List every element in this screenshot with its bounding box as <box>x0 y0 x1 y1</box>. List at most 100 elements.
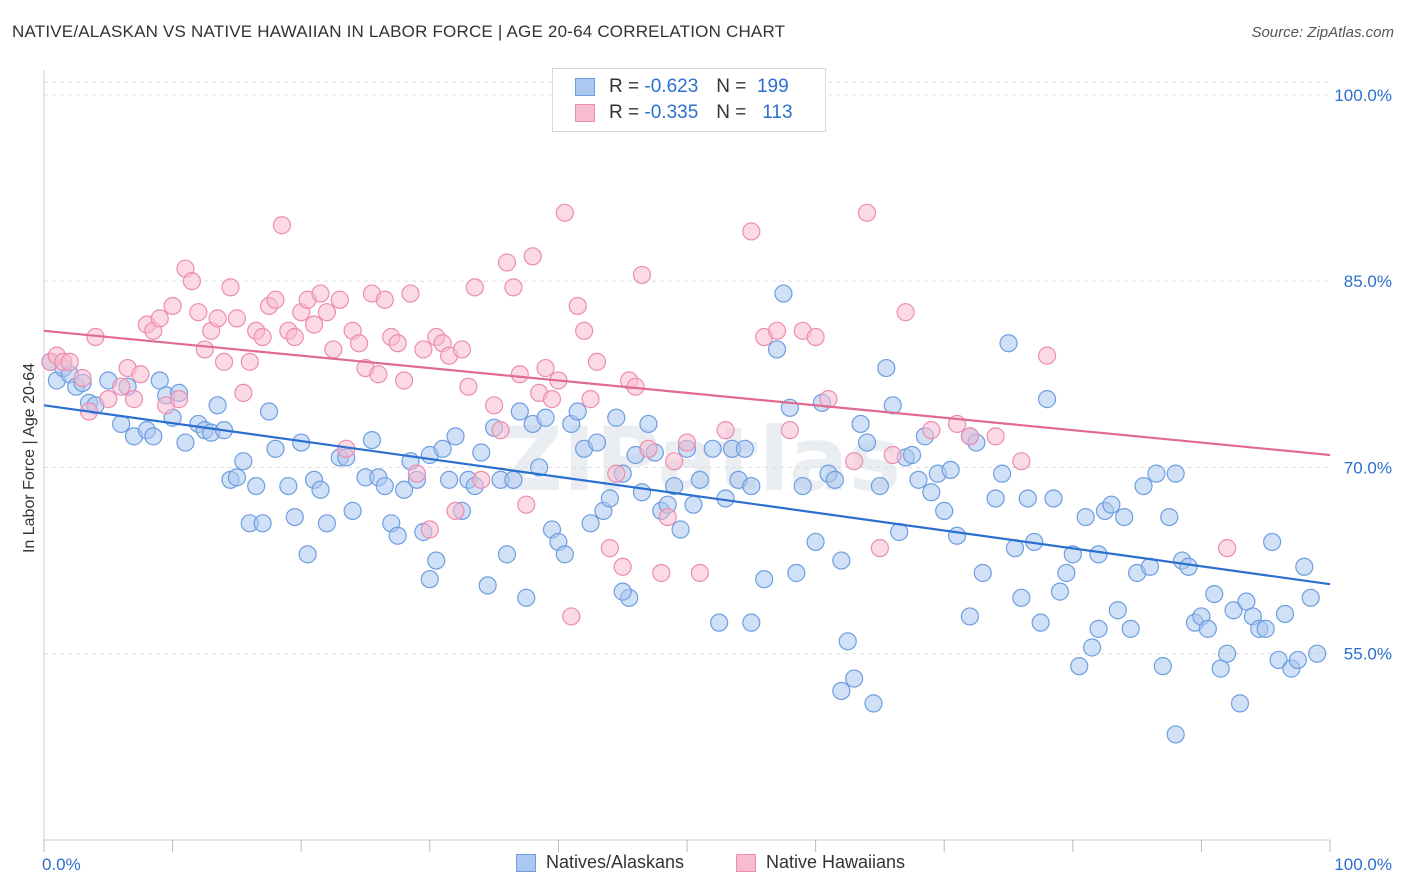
data-point <box>497 545 517 564</box>
data-point <box>124 390 144 409</box>
data-point <box>639 439 658 458</box>
data-point <box>1057 563 1076 583</box>
data-point <box>279 476 298 496</box>
data-point <box>1108 601 1127 620</box>
data-point <box>446 501 465 520</box>
data-point <box>787 563 806 583</box>
data-point <box>1076 507 1095 527</box>
data-point <box>1044 489 1063 508</box>
data-point <box>472 443 491 462</box>
data-point <box>247 476 266 496</box>
data-point <box>427 551 446 570</box>
data-point <box>1082 638 1102 657</box>
data-point <box>935 501 954 520</box>
data-point <box>491 421 510 440</box>
data-point <box>780 421 799 440</box>
data-point <box>632 483 652 502</box>
data-point <box>182 272 201 291</box>
data-point <box>960 607 980 626</box>
legend-item-native-hawaiians[interactable]: Native Hawaiians <box>736 852 905 873</box>
data-point <box>581 514 600 533</box>
data-point <box>394 371 414 390</box>
data-point <box>806 532 825 552</box>
data-point <box>716 421 735 440</box>
data-point <box>613 582 632 601</box>
data-point <box>600 489 619 508</box>
data-point <box>575 321 594 340</box>
data-point <box>632 265 652 285</box>
correlation-legend: R = -0.623 N = 199 R = -0.335 N = 113 <box>552 68 826 132</box>
data-point <box>845 452 864 471</box>
data-point <box>259 402 279 421</box>
data-point <box>684 495 703 514</box>
data-point <box>555 545 574 564</box>
data-point <box>690 470 709 489</box>
data-point <box>504 470 523 489</box>
data-point <box>870 476 890 496</box>
data-point <box>960 427 980 446</box>
data-point <box>369 365 388 384</box>
data-point <box>459 377 478 396</box>
legend-row-blue: R = -0.623 N = 199 <box>575 75 789 99</box>
data-point <box>1218 644 1237 663</box>
data-point <box>317 303 337 322</box>
data-point <box>221 278 240 297</box>
data-point <box>742 222 761 241</box>
r-value: -0.623 <box>644 76 699 97</box>
data-point <box>1160 507 1179 527</box>
data-point <box>1288 650 1307 670</box>
data-point <box>864 694 883 713</box>
data-point <box>73 368 92 388</box>
data-point <box>1121 619 1140 638</box>
data-point <box>825 470 844 489</box>
data-point <box>266 290 285 309</box>
data-point <box>838 632 857 651</box>
trend-line <box>43 404 1331 586</box>
n-label: N = <box>716 102 747 123</box>
data-point <box>1230 694 1250 713</box>
data-point <box>1050 582 1070 601</box>
data-point <box>922 483 941 502</box>
r-label: R = <box>609 102 640 123</box>
data-point <box>163 296 182 316</box>
data-point <box>311 284 330 303</box>
y-tick-label: 100.0% <box>1334 86 1392 105</box>
y-tick-label: 55.0% <box>1344 645 1392 664</box>
data-point <box>485 396 504 415</box>
data-point <box>587 433 607 452</box>
data-point <box>1205 584 1224 604</box>
data-point <box>1102 495 1121 514</box>
data-point <box>1179 557 1198 576</box>
data-point <box>253 514 272 533</box>
data-point <box>1018 489 1037 508</box>
data-point <box>742 476 761 496</box>
data-point <box>1031 613 1050 632</box>
data-point <box>536 408 555 427</box>
data-point <box>530 458 549 477</box>
data-point <box>742 613 761 632</box>
legend-item-natives-alaskans[interactable]: Natives/Alaskans <box>516 852 684 873</box>
data-point <box>857 433 877 452</box>
data-point <box>1263 532 1282 552</box>
data-point <box>1256 619 1275 638</box>
r-label: R = <box>609 76 640 97</box>
data-point <box>311 480 330 499</box>
legend-swatch-blue <box>516 853 536 872</box>
x-tick-label: 0.0% <box>42 855 81 874</box>
data-point <box>401 284 420 303</box>
data-point <box>767 340 787 359</box>
data-point <box>973 563 992 583</box>
data-point <box>999 334 1018 353</box>
data-point <box>272 216 292 235</box>
data-point <box>986 427 1005 446</box>
data-point <box>214 352 234 371</box>
data-point <box>562 607 581 626</box>
data-point <box>343 501 362 520</box>
data-point <box>1166 464 1185 483</box>
data-point <box>317 514 337 533</box>
data-point <box>1037 346 1057 365</box>
data-point <box>504 278 523 297</box>
data-point <box>600 539 619 558</box>
data-point <box>690 563 709 583</box>
data-point <box>947 526 967 545</box>
